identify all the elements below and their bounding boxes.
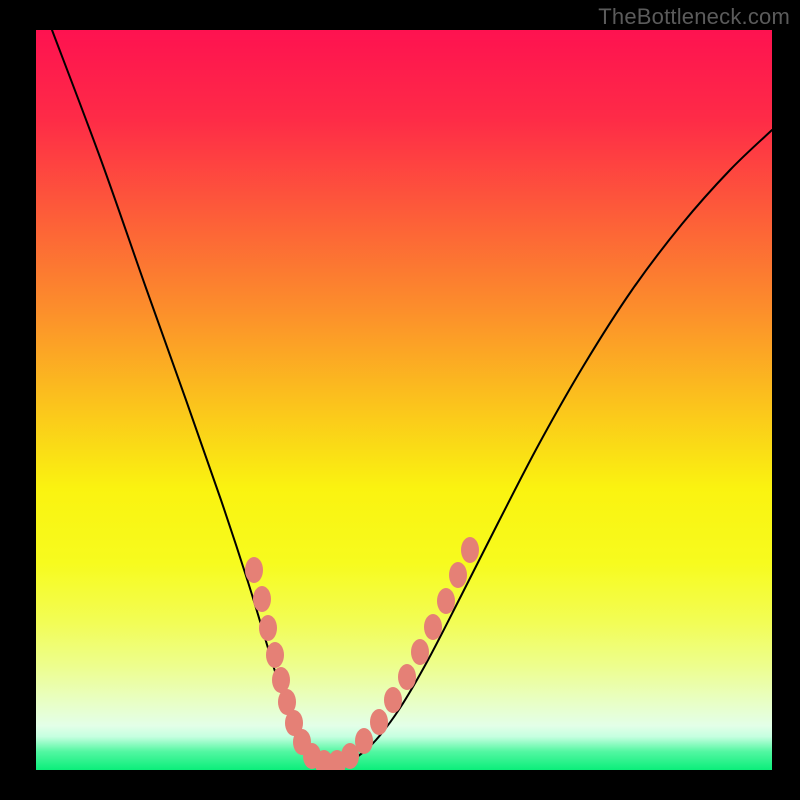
curve-bead — [424, 614, 442, 640]
curve-bead — [398, 664, 416, 690]
plot-area — [36, 30, 772, 770]
curve-bead — [253, 586, 271, 612]
curve-bead — [259, 615, 277, 641]
curve-bead — [370, 709, 388, 735]
curve-layer — [36, 30, 772, 770]
watermark-text: TheBottleneck.com — [598, 4, 790, 30]
bead-group — [245, 537, 479, 770]
curve-bead — [449, 562, 467, 588]
curve-bead — [355, 728, 373, 754]
curve-bead — [384, 687, 402, 713]
curve-bead — [437, 588, 455, 614]
curve-bead — [266, 642, 284, 668]
curve-bead — [411, 639, 429, 665]
curve-bead — [245, 557, 263, 583]
curve-bead — [461, 537, 479, 563]
